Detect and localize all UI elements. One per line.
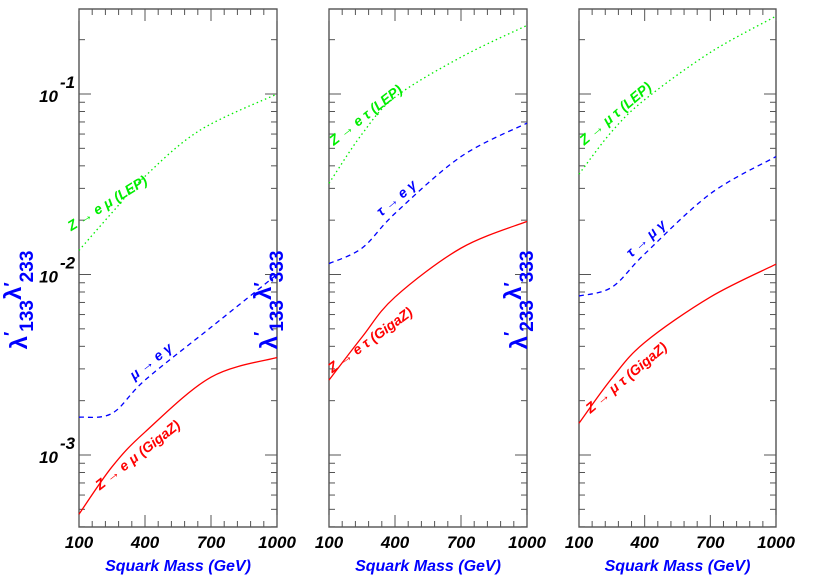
y-tick-exponent: -2	[60, 254, 76, 273]
plot-frame	[328, 8, 528, 528]
x-axis-label: Squark Mass (GeV)	[105, 558, 251, 575]
series-line-1	[78, 93, 278, 251]
series-label-1: Z → μ τ (LEP)	[575, 78, 654, 148]
series-label-3: Z → μ τ (GigaZ)	[581, 338, 670, 416]
plot-frame	[578, 8, 777, 528]
x-tick-label: 400	[380, 533, 410, 552]
series-line-3	[578, 263, 777, 424]
x-tick-label: 100	[565, 533, 594, 552]
y-axis-label: λ′133λ′233	[0, 251, 38, 350]
plot-frame	[78, 8, 278, 528]
y-tick-exponent: -3	[60, 434, 76, 453]
y-axis-label: λ′133λ′333	[250, 251, 288, 350]
series-label-3: Z → e μ (GigaZ)	[91, 416, 183, 493]
y-tick-label: 10	[39, 268, 58, 287]
x-axis-label: Squark Mass (GeV)	[605, 558, 751, 575]
x-tick-label: 400	[629, 533, 659, 552]
series-label-3: Z → e τ (GigaZ)	[324, 303, 416, 376]
series-line-3	[78, 356, 278, 515]
series-line-2	[78, 273, 278, 419]
x-tick-label: 700	[197, 533, 226, 552]
x-tick-label: 100	[315, 533, 344, 552]
series-line-2	[578, 156, 777, 297]
x-tick-label: 400	[130, 533, 160, 552]
series-label-1: Z → e μ (LEP)	[64, 172, 151, 234]
series-line-3	[328, 220, 528, 381]
x-tick-label: 1000	[757, 533, 795, 552]
series-line-2	[328, 122, 528, 265]
series-label-1: Z → e τ (LEP)	[325, 81, 405, 149]
x-axis-label: Squark Mass (GeV)	[355, 558, 501, 575]
x-tick-label: 100	[65, 533, 94, 552]
panel-3: 100 400 700 1000 Squark Mass (GeV) λ′233λ′333…	[500, 8, 795, 575]
x-tick-label: 1000	[508, 533, 546, 552]
y-tick-label: 10	[39, 448, 58, 467]
series-line-1	[328, 24, 528, 184]
y-axis-label: λ′233λ′333	[500, 251, 538, 350]
x-tick-label: 700	[696, 533, 725, 552]
x-tick-label: 700	[447, 533, 476, 552]
y-tick-exponent: -1	[60, 73, 75, 92]
series-line-1	[578, 15, 777, 175]
x-tick-label: 1000	[258, 533, 296, 552]
y-tick-label: 10	[39, 87, 58, 106]
